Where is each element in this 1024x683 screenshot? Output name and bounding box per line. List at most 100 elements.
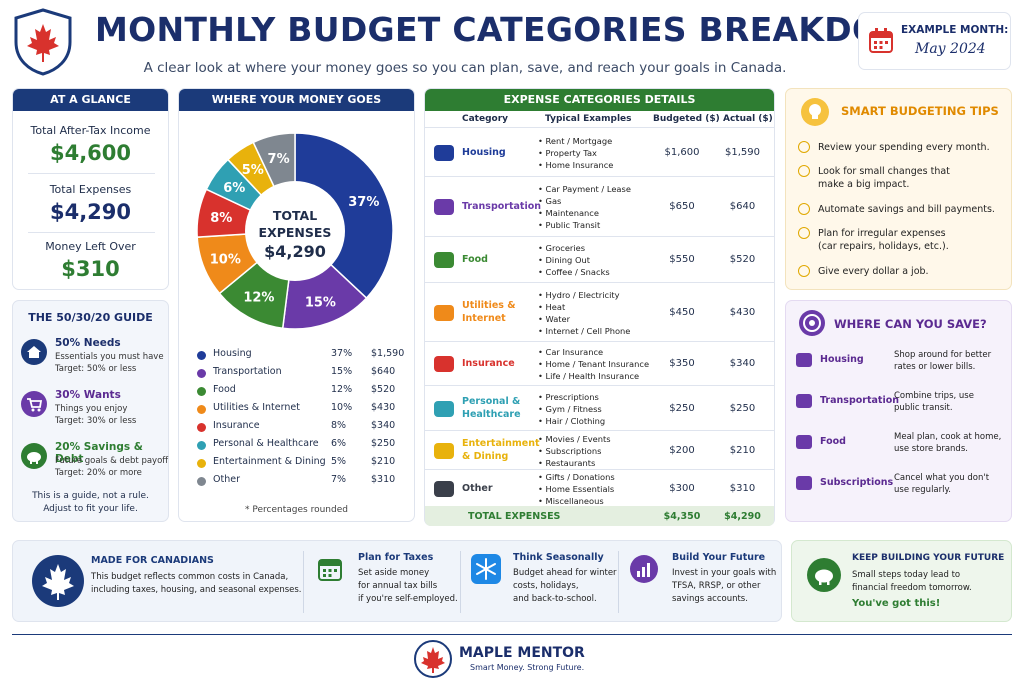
legend-item: Entertainment & Dining 5% $210 bbox=[197, 455, 407, 473]
brand-name: MAPLE MENTOR bbox=[459, 645, 585, 661]
example-item: • Prescriptions bbox=[538, 391, 605, 403]
save-card: WHERE CAN YOU SAVE? Housing Shop around f… bbox=[785, 300, 1012, 522]
bullet: • bbox=[538, 457, 546, 468]
guide-savings: 20% Savings & Debt Future goals & debt p… bbox=[21, 441, 171, 489]
keep-text-3: You've got this! bbox=[852, 598, 941, 609]
future-text-2: TFSA, RRSP, or other bbox=[672, 581, 761, 591]
examples-list: • Groceries • Dining Out • Coffee / Snacks bbox=[538, 242, 610, 278]
legend-name: Transportation bbox=[213, 366, 282, 377]
bullet: • bbox=[538, 391, 546, 402]
car-icon bbox=[796, 394, 812, 408]
example-text: Home Insurance bbox=[545, 159, 614, 170]
bullet: • bbox=[538, 313, 546, 324]
example-item: • Water bbox=[538, 313, 630, 325]
bullet: • bbox=[538, 403, 546, 414]
example-item: • Restaurants bbox=[538, 457, 611, 469]
examples-list: • Prescriptions • Gym / Fitness • Hair / C… bbox=[538, 391, 605, 427]
month-label: EXAMPLE MONTH: bbox=[901, 24, 1009, 36]
actual-value: $520 bbox=[729, 254, 756, 265]
bullet: • bbox=[538, 415, 546, 426]
guide-card: THE 50/30/20 GUIDE 50% Needs Essentials … bbox=[12, 300, 169, 522]
example-text: Hair / Clothing bbox=[545, 415, 606, 426]
total-budgeted: $4,350 bbox=[663, 511, 701, 522]
snowflake-icon bbox=[471, 554, 501, 584]
legend-amount: $250 bbox=[371, 438, 396, 449]
example-month-card: EXAMPLE MONTH: May 2024 bbox=[858, 12, 1011, 70]
season-title: Think Seasonally bbox=[513, 552, 604, 563]
examples-list: • Gifts / Donations • Home Essentials • Mi… bbox=[538, 471, 615, 507]
budgeted-value: $350 bbox=[669, 358, 695, 369]
bullet: • bbox=[538, 359, 546, 369]
legend-swatch bbox=[197, 405, 206, 414]
example-text: Groceries bbox=[545, 243, 586, 253]
save-tip: Cancel what you don't use regularly. bbox=[894, 472, 989, 496]
pie-center-label-1: TOTAL bbox=[273, 208, 317, 223]
bullet: • bbox=[538, 289, 546, 300]
tax-calendar-icon bbox=[318, 559, 342, 581]
example-text: Heat bbox=[545, 301, 566, 312]
example-item: • Dining Out bbox=[538, 254, 610, 266]
guide-line: Essentials you must have bbox=[55, 352, 164, 362]
example-text: Home Essentials bbox=[545, 483, 615, 494]
category-name-2: Internet bbox=[462, 312, 506, 324]
save-tip: Combine trips, use public transit. bbox=[894, 390, 974, 414]
pie-value-label: 5% bbox=[242, 163, 264, 178]
pie-center-value: $4,290 bbox=[264, 242, 326, 261]
guide-note-1: This is a guide, not a rule. bbox=[32, 491, 149, 501]
check-icon bbox=[798, 141, 810, 153]
income-value: $4,600 bbox=[49, 141, 132, 165]
guide-title: 30% Wants bbox=[55, 389, 121, 401]
pie-heading: WHERE YOUR MONEY GOES bbox=[179, 89, 414, 111]
pie-chart: 37% 15% 12% 10% 8% 6% 5% 7% TOTAL EXPENSES $4,2… bbox=[196, 132, 394, 330]
tip-text: Look for small changes that make a big im… bbox=[818, 165, 950, 191]
legend-name: Other bbox=[213, 474, 240, 485]
example-text: Car Payment / Lease bbox=[545, 184, 631, 194]
legend-percent: 37% bbox=[331, 348, 353, 359]
legend-item: Personal & Healthcare 6% $250 bbox=[197, 437, 407, 455]
tip-line-1: Look for small changes that bbox=[818, 166, 950, 177]
legend-amount: $430 bbox=[371, 402, 396, 413]
legend-swatch bbox=[197, 351, 206, 360]
legend-percent: 12% bbox=[331, 384, 353, 395]
bullet: • bbox=[538, 255, 546, 265]
actual-value: $1,590 bbox=[725, 146, 760, 158]
budgeted-value: $450 bbox=[669, 306, 695, 318]
example-text: Subscriptions bbox=[545, 445, 602, 456]
save-tip-line: Cancel what you don't bbox=[894, 473, 990, 483]
at-a-glance-card: AT A GLANCE Total After-Tax Income $4,60… bbox=[12, 88, 169, 290]
save-tip-line: rates or lower bills. bbox=[894, 362, 976, 372]
guide-line: Target: 30% or less bbox=[55, 416, 137, 426]
example-text: Prescriptions bbox=[545, 391, 599, 402]
guide-title: 50% Needs bbox=[55, 337, 121, 349]
expense-table-card: EXPENSE CATEGORIES DETAILS Category Typi… bbox=[424, 88, 775, 526]
category-name: Utilities & bbox=[462, 299, 516, 311]
pie-value-label: 8% bbox=[210, 211, 232, 226]
budgeted-value: $650 bbox=[669, 201, 695, 212]
examples-list: • Movies / Events • Subscriptions • Restau… bbox=[538, 433, 611, 469]
legend-amount: $520 bbox=[371, 384, 396, 395]
tips-heading: SMART BUDGETING TIPS bbox=[841, 104, 999, 118]
season-text-3: and back-to-school. bbox=[513, 594, 597, 604]
save-tip-line: public transit. bbox=[894, 403, 953, 413]
bullet: • bbox=[538, 159, 546, 170]
legend-name: Entertainment & Dining bbox=[213, 456, 326, 467]
piggy-bank-icon bbox=[807, 558, 841, 592]
expenses-label: Total Expenses bbox=[49, 183, 132, 196]
bullet: • bbox=[538, 445, 546, 456]
example-item: • Gifts / Donations bbox=[538, 471, 615, 483]
table-row: Other • Gifts / Donations • Home Essential… bbox=[425, 469, 775, 506]
bullet: • bbox=[538, 147, 546, 158]
growth-chart-icon bbox=[630, 555, 658, 583]
category-icon bbox=[432, 478, 456, 500]
example-item: • Home Insurance bbox=[538, 159, 613, 171]
example-item: • Public Transit bbox=[538, 219, 631, 231]
legend-swatch bbox=[197, 369, 206, 378]
save-tip: Meal plan, cook at home, use store brands… bbox=[894, 431, 1001, 455]
brand-tagline: Smart Money. Strong Future. bbox=[470, 663, 585, 672]
example-text: Home / Tenant Insurance bbox=[545, 359, 650, 369]
example-item: • Hydro / Electricity bbox=[538, 289, 630, 301]
guide-line: Target: 50% or less bbox=[55, 364, 137, 374]
category-icon bbox=[432, 353, 456, 375]
future-text-1: Invest in your goals with bbox=[672, 568, 777, 578]
example-text: Water bbox=[545, 313, 571, 324]
